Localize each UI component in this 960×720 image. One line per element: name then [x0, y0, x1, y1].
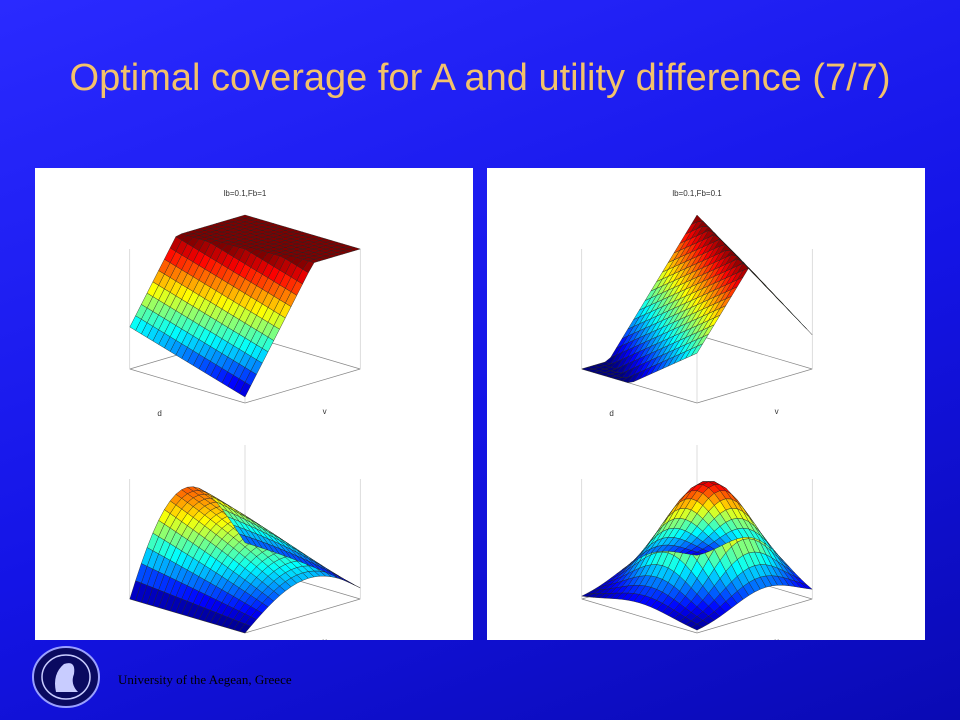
footer-text: University of the Aegean, Greece	[118, 672, 292, 687]
axis-label: d	[609, 639, 613, 640]
axis-line	[244, 598, 361, 634]
slide-title: Optimal coverage for A and utility diffe…	[69, 57, 891, 99]
logo	[32, 646, 100, 708]
axis-line	[129, 368, 246, 404]
plot-caption: lb=0.1,Fb=0.1	[672, 189, 722, 198]
axis-line	[244, 368, 361, 404]
surface-patch	[238, 533, 252, 545]
axis-label: v	[323, 407, 327, 416]
surface-patch	[690, 551, 704, 556]
axis-line	[696, 334, 813, 370]
figure-panel: d v lb=0.1,Fb=1 d v	[35, 168, 473, 648]
axis-label: v	[775, 637, 779, 640]
plot-caption: lb=0.1,Fb=1	[224, 189, 267, 198]
axis-label: d	[157, 639, 161, 640]
surface-patch	[238, 214, 252, 219]
axis-line	[581, 598, 698, 634]
figure: d v lb=0.1,Fb=1 d v	[129, 189, 361, 648]
axis-label: v	[323, 637, 327, 640]
axis-label: d	[157, 409, 161, 418]
axis-label: d	[609, 409, 613, 418]
figure: d v lb=0.1,Fb=0.1 d v	[581, 189, 813, 648]
surface-patch	[690, 214, 704, 225]
axis-line	[696, 598, 813, 634]
surface-patch	[337, 575, 349, 583]
axis-label: v	[775, 407, 779, 416]
axis-line	[696, 368, 813, 404]
figure-panel: d v lb=0.1,Fb=0.1 d v	[487, 168, 925, 648]
